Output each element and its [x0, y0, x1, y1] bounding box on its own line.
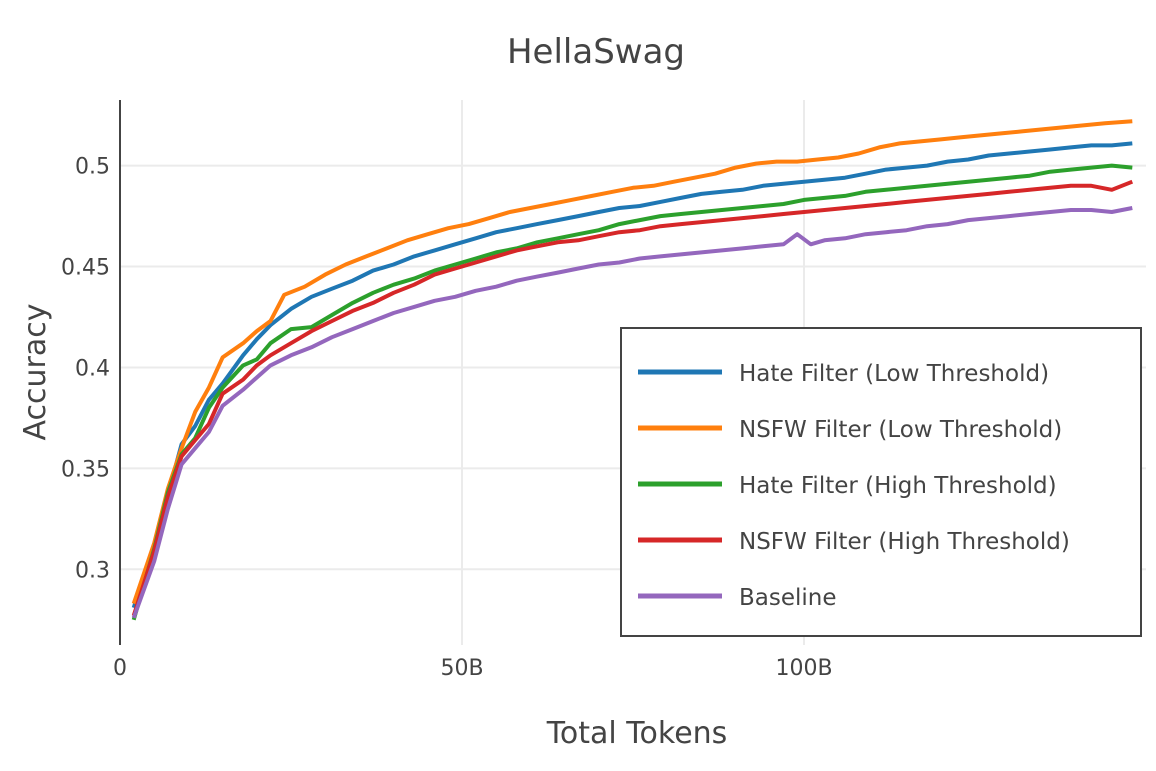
chart-title: HellaSwag	[507, 32, 685, 72]
series-line-4	[131, 179, 1134, 617]
y-tick-label: 0.35	[61, 457, 110, 482]
series-line-3	[131, 163, 1133, 621]
x-tick-label: 0	[113, 656, 127, 681]
x-tick-label: 100B	[775, 656, 832, 681]
legend-label: Hate Filter (Low Threshold)	[739, 361, 1049, 387]
y-tick-label: 0.45	[61, 256, 110, 281]
y-tick-label: 0.5	[75, 155, 110, 180]
series-line-5	[131, 206, 1133, 619]
series-line-1	[131, 141, 1133, 609]
y-tick-label: 0.4	[75, 356, 110, 381]
x-tick-label: 50B	[440, 656, 483, 681]
legend-label: NSFW Filter (High Threshold)	[739, 529, 1070, 555]
legend-label: Baseline	[739, 585, 837, 611]
y-axis-label: Accuracy	[18, 304, 53, 441]
series-layer	[131, 119, 1134, 621]
x-axis-label: Total Tokens	[546, 716, 728, 751]
y-tick-label: 0.3	[75, 558, 110, 583]
series-line-2	[131, 119, 1133, 605]
legend-label: NSFW Filter (Low Threshold)	[739, 417, 1062, 443]
axis-layer: 0 50B 100B 0.3 0.35 0.4 0.45 0.5	[61, 100, 833, 681]
legend-label: Hate Filter (High Threshold)	[739, 473, 1057, 499]
legend: Hate Filter (Low Threshold) NSFW Filter (…	[620, 327, 1142, 637]
